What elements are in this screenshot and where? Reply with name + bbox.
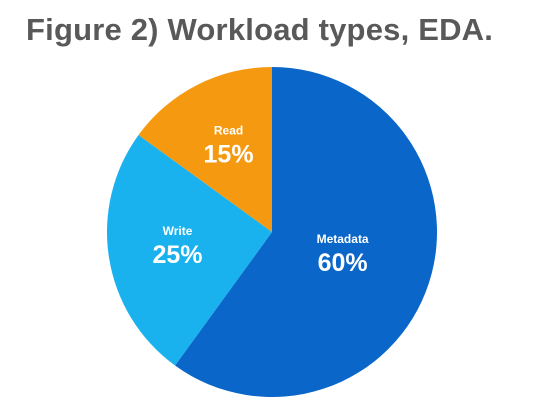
pie-slice-write bbox=[107, 135, 272, 366]
slice-label-write: Write bbox=[163, 224, 193, 238]
slice-label-read: Read bbox=[214, 124, 243, 138]
pie-slices bbox=[107, 67, 438, 397]
slice-value-metadata: 60% bbox=[318, 249, 368, 277]
pie-slice-read bbox=[138, 67, 272, 232]
slice-value-write: 25% bbox=[152, 241, 202, 269]
pie-slice-metadata bbox=[175, 67, 438, 397]
slice-value-read: 15% bbox=[204, 141, 254, 169]
chart-title: Figure 2) Workload types, EDA. bbox=[26, 12, 494, 47]
pie-labels: Metadata 60% Write 25% Read 15% bbox=[152, 124, 368, 277]
slice-label-metadata: Metadata bbox=[317, 232, 369, 246]
